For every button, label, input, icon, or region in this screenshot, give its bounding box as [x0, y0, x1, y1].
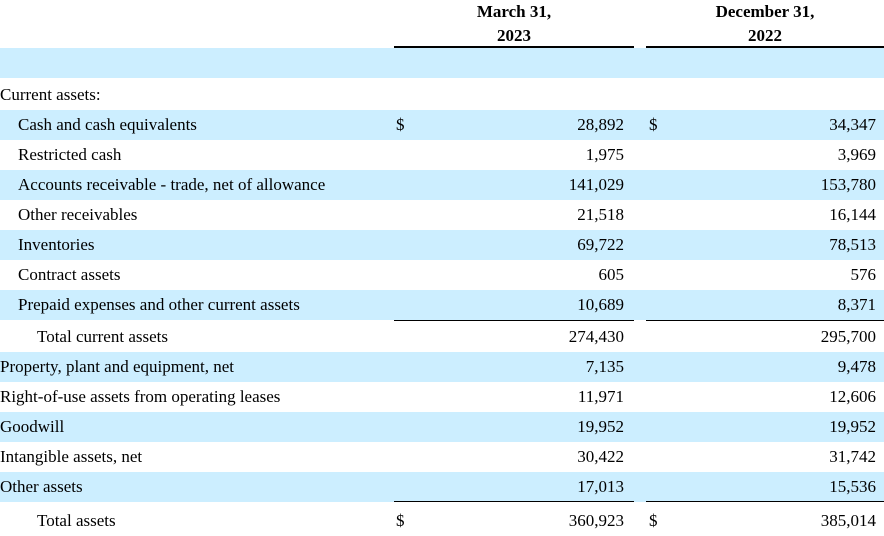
row-label: Right-of-use assets from operating lease…: [0, 387, 281, 406]
table-row: Current assets:: [0, 80, 884, 110]
value-december-2022: 153,780: [820, 175, 876, 194]
subtotal-rule: [646, 320, 884, 321]
table-row: Prepaid expenses and other current asset…: [0, 290, 884, 320]
value-march-2023: 21,518: [577, 205, 624, 224]
column-header-december-2022: December 31, 2022: [646, 0, 884, 48]
currency-symbol: $: [649, 511, 658, 530]
table-row: Cash and cash equivalents $28,892 $34,347: [0, 110, 884, 140]
value-march-2023: 605: [598, 265, 625, 284]
row-label: Total assets: [37, 511, 116, 530]
row-label: Prepaid expenses and other current asset…: [18, 295, 300, 314]
value-march-2023: 69,722: [577, 235, 624, 254]
row-label: Accounts receivable - trade, net of allo…: [18, 175, 326, 194]
value-december-2022: 19,952: [829, 417, 876, 436]
row-label: Inventories: [18, 235, 95, 254]
row-label: Total current assets: [37, 327, 168, 346]
table-row: Property, plant and equipment, net 7,135 9…: [0, 352, 884, 382]
currency-symbol: $: [649, 115, 658, 134]
header-band: [0, 48, 884, 78]
value-march-2023: 30,422: [577, 447, 624, 466]
value-december-2022: 3,969: [837, 145, 876, 164]
value-march-2023: 7,135: [585, 357, 624, 376]
value-march-2023: 10,689: [577, 295, 624, 314]
row-label: Cash and cash equivalents: [18, 115, 197, 134]
value-december-2022: 78,513: [829, 235, 876, 254]
column-header-line2: 2022: [748, 26, 782, 45]
total-rule: [394, 501, 634, 502]
subtotal-rule: [394, 320, 634, 321]
table-row: Contract assets 605 576: [0, 260, 884, 290]
value-march-2023: 141,029: [568, 175, 624, 194]
table-row: Other receivables 21,518 16,144: [0, 200, 884, 230]
row-label: Current assets:: [0, 85, 101, 104]
row-label: Restricted cash: [18, 145, 122, 164]
header-rule: [394, 46, 634, 48]
column-header-march-2023: March 31, 2023: [394, 0, 634, 48]
row-label: Other assets: [0, 477, 83, 496]
row-label: Contract assets: [18, 265, 121, 284]
row-label: Property, plant and equipment, net: [0, 357, 235, 376]
currency-symbol: $: [396, 511, 405, 530]
value-march-2023: 1,975: [585, 145, 624, 164]
value-december-2022: 295,700: [820, 327, 876, 346]
table-row: Right-of-use assets from operating lease…: [0, 382, 884, 412]
value-march-2023: 360,923: [568, 511, 624, 530]
table-row: Intangible assets, net 30,422 31,742: [0, 442, 884, 472]
table-row: Other assets 17,013 15,536: [0, 472, 884, 502]
value-december-2022: 576: [850, 265, 877, 284]
value-december-2022: 385,014: [820, 511, 876, 530]
row-label: Other receivables: [18, 205, 138, 224]
total-rule: [646, 501, 884, 502]
value-march-2023: 11,971: [577, 387, 624, 406]
value-march-2023: 274,430: [568, 327, 624, 346]
table-row: Accounts receivable - trade, net of allo…: [0, 170, 884, 200]
value-december-2022: 34,347: [829, 115, 876, 134]
value-march-2023: 19,952: [577, 417, 624, 436]
value-march-2023: 17,013: [577, 477, 624, 496]
table-row: Restricted cash 1,975 3,969: [0, 140, 884, 170]
value-december-2022: 9,478: [837, 357, 876, 376]
value-december-2022: 31,742: [829, 447, 876, 466]
column-header-line2: 2023: [497, 26, 531, 45]
row-label: Goodwill: [0, 417, 65, 436]
table-row: Total current assets 274,430 295,700: [0, 322, 884, 352]
value-march-2023: 28,892: [577, 115, 624, 134]
column-header-line1: March 31,: [476, 2, 552, 21]
currency-symbol: $: [396, 115, 405, 134]
table-row: Goodwill 19,952 19,952: [0, 412, 884, 442]
row-label: Intangible assets, net: [0, 447, 143, 466]
value-december-2022: 12,606: [829, 387, 876, 406]
table-row: Total assets $360,923 $385,014: [0, 506, 884, 536]
header-rule: [646, 46, 884, 48]
table-row: Inventories 69,722 78,513: [0, 230, 884, 260]
value-december-2022: 15,536: [829, 477, 876, 496]
value-december-2022: 8,371: [837, 295, 876, 314]
column-header-line1: December 31,: [715, 2, 815, 21]
value-december-2022: 16,144: [829, 205, 876, 224]
